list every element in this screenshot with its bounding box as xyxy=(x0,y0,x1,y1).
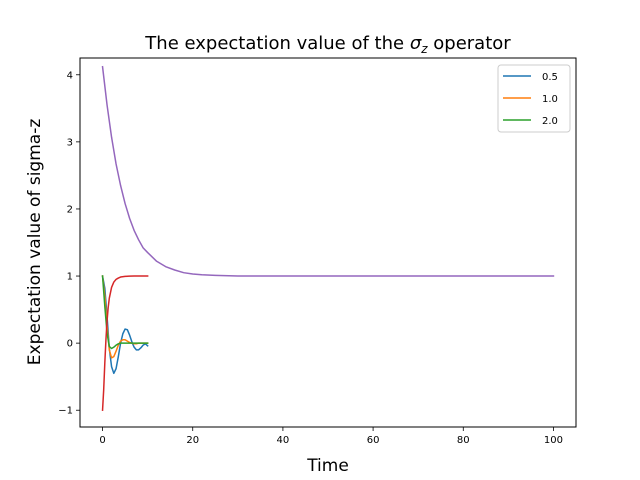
x-tick-label: 100 xyxy=(544,435,563,446)
legend: 0.5 1.0 2.0 xyxy=(497,64,571,133)
axes-frame xyxy=(79,57,577,428)
y-tick-label: 3 xyxy=(67,137,73,148)
legend-box xyxy=(497,64,571,133)
x-axis-label: Time xyxy=(306,456,349,476)
y-axis-ticks: −1 0 1 2 3 4 xyxy=(58,70,80,417)
y-axis-label: Expectation value of sigma-z xyxy=(25,119,45,366)
x-tick-label: 20 xyxy=(186,435,199,446)
series-line-unlabeled-3 xyxy=(101,275,149,412)
series-line-unlabeled-4 xyxy=(101,65,555,277)
legend-label: 0.5 xyxy=(542,72,558,83)
x-tick-label: 60 xyxy=(367,435,380,446)
y-tick-label: 2 xyxy=(67,204,73,215)
legend-label: 2.0 xyxy=(542,116,558,127)
plot-area xyxy=(101,65,555,412)
chart-title: The expectation value of the σz operator xyxy=(144,33,511,56)
x-axis-ticks: 0 20 40 60 80 100 xyxy=(99,427,563,446)
y-tick-label: 0 xyxy=(67,339,73,350)
x-tick-label: 0 xyxy=(99,435,105,446)
y-tick-label: 4 xyxy=(67,70,73,81)
legend-label: 1.0 xyxy=(542,94,558,105)
x-tick-label: 40 xyxy=(277,435,290,446)
y-tick-label: −1 xyxy=(58,406,73,417)
x-tick-label: 80 xyxy=(457,435,470,446)
y-tick-label: 1 xyxy=(67,272,73,283)
series-line-2-0 xyxy=(101,275,149,350)
